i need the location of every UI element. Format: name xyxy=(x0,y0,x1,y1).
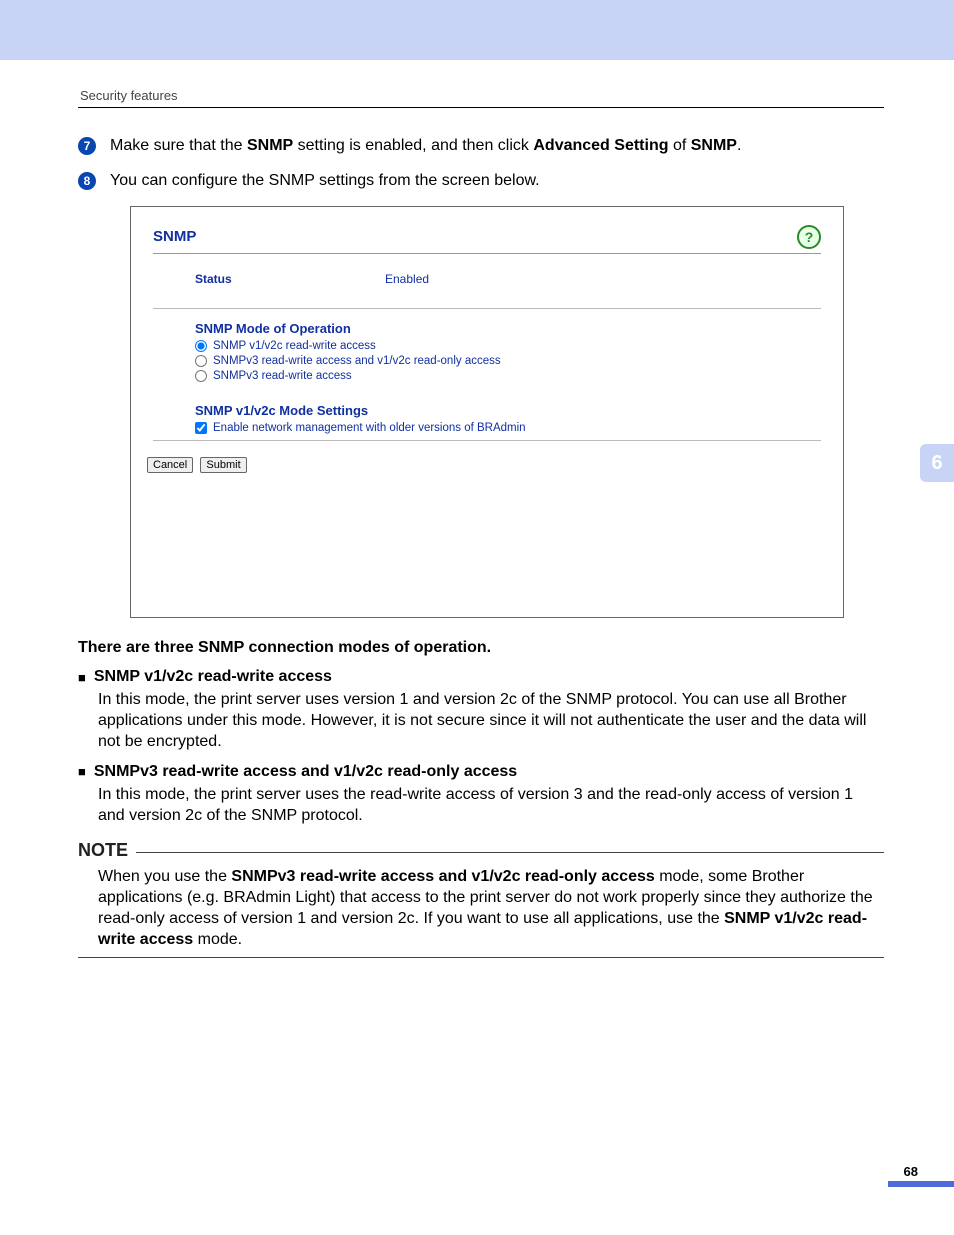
mode-radio-label: SNMP v1/v2c read-write access xyxy=(213,340,376,352)
panel-body: Status Enabled SNMP Mode of Operation SN… xyxy=(195,272,821,441)
mode-group-title: SNMP Mode of Operation xyxy=(195,321,821,336)
mode-block: ■SNMPv3 read-write access and v1/v2c rea… xyxy=(78,763,884,827)
note-line-top xyxy=(136,852,884,853)
chapter-tab: 6 xyxy=(920,444,954,482)
status-label: Status xyxy=(195,272,385,286)
panel-sub-divider-1 xyxy=(153,308,821,309)
mode-desc: In this mode, the print server uses vers… xyxy=(98,690,884,752)
step-bullet: 8 xyxy=(78,172,96,190)
cancel-button[interactable]: Cancel xyxy=(147,457,193,473)
mode-desc: In this mode, the print server uses the … xyxy=(98,785,884,827)
note-line-bottom xyxy=(78,957,884,958)
panel-title-row: SNMP ? xyxy=(153,225,821,249)
note-block: NOTE When you use the SNMPv3 read-write … xyxy=(78,840,884,957)
help-icon[interactable]: ? xyxy=(797,225,821,249)
mode-radio-row[interactable]: SNMP v1/v2c read-write access xyxy=(195,340,821,352)
note-text: When you use the SNMPv3 read-write acces… xyxy=(98,867,884,950)
mode-radio-label: SNMPv3 read-write access xyxy=(213,370,352,382)
status-row: Status Enabled xyxy=(195,272,821,286)
note-head: NOTE xyxy=(78,840,884,861)
snmp-panel: SNMP ? Status Enabled SNMP Mode of Opera… xyxy=(130,206,844,618)
bradmin-checkbox-label: Enable network management with older ver… xyxy=(213,422,526,434)
page-number-underline xyxy=(888,1181,954,1187)
settings-group-title: SNMP v1/v2c Mode Settings xyxy=(195,403,821,418)
step-row: 7 Make sure that the SNMP setting is enab… xyxy=(78,136,884,157)
panel-sub-divider-2 xyxy=(153,440,821,441)
mode-radio-label: SNMPv3 read-write access and v1/v2c read… xyxy=(213,355,501,367)
mode-title: ■SNMPv3 read-write access and v1/v2c rea… xyxy=(78,763,884,781)
modes-intro: There are three SNMP connection modes of… xyxy=(78,638,884,659)
step-text: Make sure that the SNMP setting is enabl… xyxy=(110,136,741,157)
mode-block: ■SNMP v1/v2c read-write access In this mo… xyxy=(78,668,884,752)
steps-list: 7 Make sure that the SNMP setting is enab… xyxy=(78,136,884,192)
modes-list: ■SNMP v1/v2c read-write access In this mo… xyxy=(78,668,884,826)
step-text: You can configure the SNMP settings from… xyxy=(110,171,540,192)
panel-divider xyxy=(153,253,821,254)
radio-group: SNMP v1/v2c read-write access SNMPv3 read… xyxy=(195,340,821,382)
mode-radio[interactable] xyxy=(195,370,207,382)
panel-button-row: Cancel Submit xyxy=(147,455,821,473)
step-bullet: 7 xyxy=(78,137,96,155)
step-row: 8 You can configure the SNMP settings fro… xyxy=(78,171,884,192)
mode-radio-row[interactable]: SNMPv3 read-write access xyxy=(195,370,821,382)
header-rule xyxy=(78,107,884,108)
bradmin-checkbox-row[interactable]: Enable network management with older ver… xyxy=(195,422,821,434)
panel-title: SNMP xyxy=(153,228,196,245)
mode-radio-row[interactable]: SNMPv3 read-write access and v1/v2c read… xyxy=(195,355,821,367)
page: Security features 7 Make sure that the SN… xyxy=(0,0,954,1235)
header-band xyxy=(0,0,954,60)
mode-radio[interactable] xyxy=(195,355,207,367)
submit-button[interactable]: Submit xyxy=(200,457,246,473)
bradmin-checkbox[interactable] xyxy=(195,422,207,434)
mode-radio[interactable] xyxy=(195,340,207,352)
content-area: Security features 7 Make sure that the SN… xyxy=(0,60,954,958)
note-label: NOTE xyxy=(78,840,128,861)
section-header: Security features xyxy=(80,88,884,103)
mode-title: ■SNMP v1/v2c read-write access xyxy=(78,668,884,686)
page-number: 68 xyxy=(904,1164,918,1179)
status-value: Enabled xyxy=(385,272,429,286)
